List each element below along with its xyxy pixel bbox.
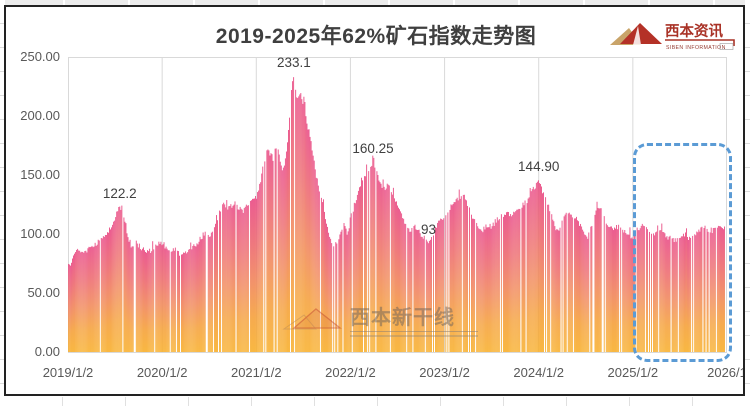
x-tick-label: 2020/1/2 xyxy=(136,365,188,380)
x-tick-label: 2025/1/2 xyxy=(607,365,659,380)
x-tick-label: 2021/1/2 xyxy=(230,365,282,380)
x-tick-label: 2022/1/2 xyxy=(325,365,376,380)
x-tick-label: 2026/1 xyxy=(707,365,745,380)
annotation-label: 233.1 xyxy=(277,54,311,70)
y-tick-label: 150.00 xyxy=(20,167,60,182)
annotation-label: 93 xyxy=(421,222,437,238)
x-tick-label: 2023/1/2 xyxy=(419,365,470,380)
chart-frame[interactable]: 2019-2025年62%矿石指数走势图 西本资讯 SIBEN INFORMAT… xyxy=(4,5,745,396)
chart-title: 2019-2025年62%矿石指数走势图 xyxy=(215,25,537,48)
mountain-icon xyxy=(610,23,662,45)
plot-area xyxy=(68,57,727,353)
annotation-label: 160.25 xyxy=(352,140,394,156)
y-tick-label: 50.00 xyxy=(27,285,60,300)
brand-name: 西本资讯 xyxy=(665,22,723,40)
x-tick-label: 2024/1/2 xyxy=(513,365,564,380)
annotation-label: 144.90 xyxy=(518,159,560,175)
spreadsheet-strip-top xyxy=(0,0,750,6)
x-tick-label: 2019/1/2 xyxy=(42,365,94,380)
spreadsheet-strip-left xyxy=(0,0,5,406)
y-tick-label: 200.00 xyxy=(20,108,60,123)
annotation-label: 122.2 xyxy=(102,185,137,201)
y-tick-label: 100.00 xyxy=(20,226,60,241)
spreadsheet-strip-right xyxy=(745,0,750,406)
brand-logo: 西本资讯 SIBEN INFORMATION xyxy=(610,22,735,51)
spreadsheet-strip-bottom xyxy=(0,397,750,406)
y-tick-label: 250.00 xyxy=(20,49,60,64)
brand-caption: SIBEN INFORMATION xyxy=(666,45,726,51)
highlight-region-2025 xyxy=(633,143,732,362)
bar-series xyxy=(68,77,726,353)
y-tick-label: 0.00 xyxy=(34,344,60,359)
